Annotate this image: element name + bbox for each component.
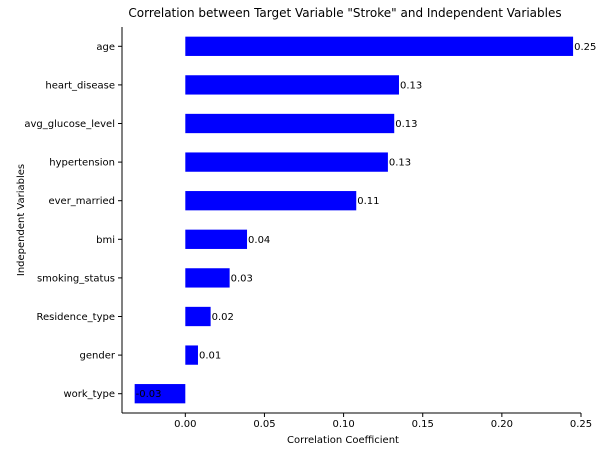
data-label: 0.04 — [248, 235, 270, 246]
plot-area: 0.00 0.05 0.10 0.15 0.20 0.25 age 0.25 heart_dis… — [24, 27, 596, 430]
y-tick-label: ever_married — [48, 196, 115, 207]
x-axis-label: Correlation Coefficient — [287, 435, 399, 446]
data-label: 0.25 — [574, 42, 596, 53]
chart-title: Correlation between Target Variable "Str… — [128, 6, 561, 20]
y-tick-label: Residence_type — [37, 312, 115, 323]
data-label: 0.11 — [357, 196, 379, 207]
x-tick-label: 0.25 — [570, 419, 592, 430]
data-label: 0.02 — [212, 312, 234, 323]
x-tick-label: 0.15 — [412, 419, 434, 430]
data-label: 0.13 — [400, 80, 422, 91]
y-tick-label: age — [96, 42, 115, 53]
data-label: -0.03 — [136, 389, 162, 400]
data-label: 0.13 — [395, 119, 417, 130]
bar — [134, 384, 186, 404]
x-tick-label: 0.05 — [253, 419, 275, 430]
bar — [185, 75, 399, 95]
y-tick-label: heart_disease — [45, 80, 115, 91]
x-tick-label: 0.10 — [332, 419, 354, 430]
bar — [185, 36, 574, 56]
bar — [185, 306, 211, 327]
bar — [185, 345, 198, 365]
bar — [185, 113, 395, 134]
x-tick-label: 0.20 — [491, 419, 513, 430]
y-tick-label: bmi — [96, 235, 115, 246]
bar — [185, 152, 388, 172]
y-tick-label: work_type — [63, 389, 115, 400]
data-label: 0.13 — [389, 158, 411, 169]
data-label: 0.01 — [199, 351, 221, 362]
data-label: 0.03 — [231, 273, 253, 284]
y-tick-label: smoking_status — [37, 273, 115, 284]
y-tick-label: gender — [80, 351, 116, 362]
y-tick-label: hypertension — [49, 158, 115, 169]
bar — [185, 268, 230, 288]
y-axis-label: Independent Variables — [16, 164, 27, 276]
bar — [185, 191, 357, 211]
y-tick-label: avg_glucose_level — [24, 119, 115, 130]
x-tick-label: 0.00 — [174, 419, 196, 430]
bar — [185, 229, 248, 249]
